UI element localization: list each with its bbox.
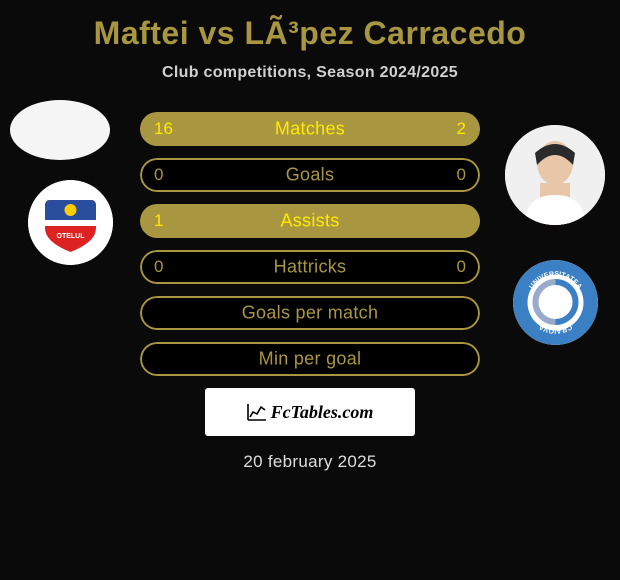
- stat-value-right: 0: [457, 257, 466, 277]
- stat-row: Min per goal: [140, 342, 480, 376]
- branding-badge: FcTables.com: [205, 388, 415, 436]
- stat-row: Hattricks 0 0: [140, 250, 480, 284]
- comparison-subtitle: Club competitions, Season 2024/2025: [0, 64, 620, 82]
- stat-label: Matches: [275, 119, 345, 140]
- stat-value-right: 0: [457, 165, 466, 185]
- stat-value-left: 0: [154, 165, 163, 185]
- stat-label: Min per goal: [259, 349, 362, 370]
- stat-value-right: 0: [457, 211, 466, 231]
- stat-label: Hattricks: [274, 257, 347, 278]
- stat-value-right: 2: [457, 119, 466, 139]
- stat-row: Goals per match: [140, 296, 480, 330]
- comparison-date: 20 february 2025: [0, 452, 620, 472]
- stat-value-left: 16: [154, 119, 173, 139]
- chart-icon: [247, 403, 267, 421]
- branding-text: FcTables.com: [271, 402, 374, 423]
- comparison-title: Maftei vs LÃ³pez Carracedo: [0, 15, 620, 52]
- stat-value-left: 0: [154, 257, 163, 277]
- stat-row: Goals 0 0: [140, 158, 480, 192]
- stat-value-left: 1: [154, 211, 163, 231]
- stats-area: Matches162Goals00Assists10Hattricks00Goa…: [0, 112, 620, 376]
- stat-label: Goals per match: [242, 303, 379, 324]
- stat-label: Goals: [286, 165, 335, 186]
- stat-row: Assists 1 0: [140, 204, 480, 238]
- stat-label: Assists: [280, 211, 339, 232]
- stat-row: Matches 16 2: [140, 112, 480, 146]
